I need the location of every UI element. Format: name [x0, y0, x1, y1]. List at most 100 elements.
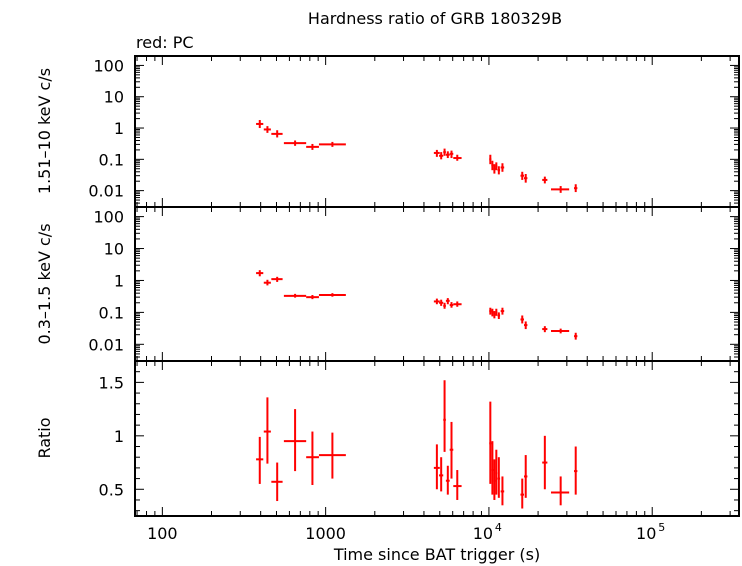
data-point: [497, 166, 501, 175]
data-point: [449, 150, 454, 159]
data-point: [497, 457, 501, 498]
data-point: [445, 465, 450, 495]
y-tick-label: 1.5: [99, 373, 124, 392]
data-point: [574, 332, 578, 340]
data-point: [495, 162, 498, 171]
data-point: [493, 459, 496, 500]
x-tick-label-exponent: 5: [658, 521, 665, 534]
data-point: [491, 308, 494, 317]
data-point: [493, 164, 496, 174]
panel-soft-rate-ytick-labels: 100 10 1 0.1 0.01: [88, 208, 124, 355]
data-point: [551, 328, 570, 334]
x-tick-label: 10: [473, 524, 493, 543]
panel-soft-rate-data-points: [256, 270, 578, 340]
data-point: [524, 173, 528, 183]
data-point: [500, 476, 505, 506]
data-point: [493, 311, 496, 319]
data-point: [439, 457, 444, 492]
panel-hard-rate-frame: [134, 55, 740, 208]
data-point: [433, 444, 440, 490]
panel-hard-rate-ticks: [135, 55, 739, 208]
ratio-axis-label: Ratio: [35, 417, 54, 458]
data-point: [263, 279, 271, 286]
instrument-mode-note: red: PC: [136, 33, 194, 52]
data-point: [500, 307, 505, 315]
panel-ratio-frame: [134, 360, 740, 517]
data-point: [542, 176, 548, 184]
y-tick-label: 100: [93, 208, 124, 227]
panel-hard-rate-ytick-labels: 100 10 1 0.1 0.01: [88, 56, 124, 200]
data-point: [520, 171, 525, 180]
data-point: [449, 302, 454, 308]
data-point: [318, 141, 346, 147]
data-point: [574, 184, 578, 193]
y-tick-label: 1: [114, 119, 124, 138]
panel-ratio: 1.5 1 0.5 Ratio: [35, 360, 740, 517]
data-point: [433, 149, 440, 157]
data-point: [256, 436, 264, 484]
data-point: [306, 431, 319, 485]
x-tick-label-exponent: 4: [495, 521, 502, 534]
y-tick-label: 0.1: [99, 150, 124, 169]
data-point: [551, 476, 570, 506]
data-point: [271, 462, 283, 502]
data-point: [542, 326, 548, 333]
data-point: [439, 152, 444, 160]
data-point: [489, 307, 492, 315]
y-tick-label: 0.1: [99, 303, 124, 322]
data-point: [283, 140, 307, 146]
data-point: [263, 397, 271, 464]
data-point: [306, 295, 319, 300]
soft-rate-axis-label: 0.3–1.5 keV c/s: [35, 223, 54, 344]
x-tick-labels: 100 1000 10 4 10 5: [147, 521, 665, 543]
x-tick-label: 1000: [305, 524, 346, 543]
data-point: [520, 478, 525, 509]
data-point: [491, 160, 494, 171]
panel-hard-rate-data-points: [256, 120, 578, 193]
hard-rate-axis-label: 1.51–10 keV c/s: [35, 68, 54, 194]
chart-title: Hardness ratio of GRB 180329B: [308, 9, 562, 28]
y-tick-label: 0.01: [88, 335, 124, 354]
y-tick-label: 0.5: [99, 480, 124, 499]
x-tick-label: 100: [147, 524, 178, 543]
y-tick-label: 1: [114, 427, 124, 446]
data-point: [439, 299, 444, 306]
data-point: [445, 298, 450, 305]
data-point: [443, 380, 446, 452]
y-tick-label: 0.01: [88, 182, 124, 201]
data-point: [524, 321, 528, 330]
data-point: [489, 401, 492, 484]
data-point: [520, 315, 525, 324]
data-point: [551, 186, 570, 193]
data-point: [497, 312, 501, 320]
data-point: [445, 151, 450, 159]
panel-hard-rate: 100 10 1 0.1 0.01 1.51–10 keV c/s: [35, 55, 740, 208]
data-point: [318, 432, 346, 479]
y-tick-label: 10: [104, 240, 124, 259]
data-point: [433, 298, 440, 305]
panel-soft-rate-ticks: [135, 206, 739, 362]
data-point: [453, 470, 462, 500]
data-point: [306, 143, 319, 150]
panel-soft-rate: 100 10 1 0.1 0.01 0.3–1.5 keV c/s: [35, 206, 740, 362]
data-point: [449, 421, 454, 479]
data-point: [443, 302, 446, 309]
data-point: [542, 435, 548, 490]
data-point: [271, 130, 283, 138]
data-point: [489, 154, 492, 165]
data-point: [500, 163, 505, 172]
data-point: [574, 446, 578, 495]
data-point: [283, 293, 307, 298]
data-point: [271, 276, 283, 282]
data-point: [524, 455, 528, 498]
panel-ratio-ytick-labels: 1.5 1 0.5: [99, 373, 124, 499]
data-point: [256, 120, 264, 129]
data-point: [443, 148, 446, 156]
panel-ratio-ticks: [135, 360, 739, 516]
panel-ratio-data-points: [256, 380, 578, 509]
data-point: [283, 409, 307, 472]
data-point: [491, 441, 494, 495]
x-axis-label: Time since BAT trigger (s): [333, 545, 540, 564]
y-tick-label: 1: [114, 271, 124, 290]
